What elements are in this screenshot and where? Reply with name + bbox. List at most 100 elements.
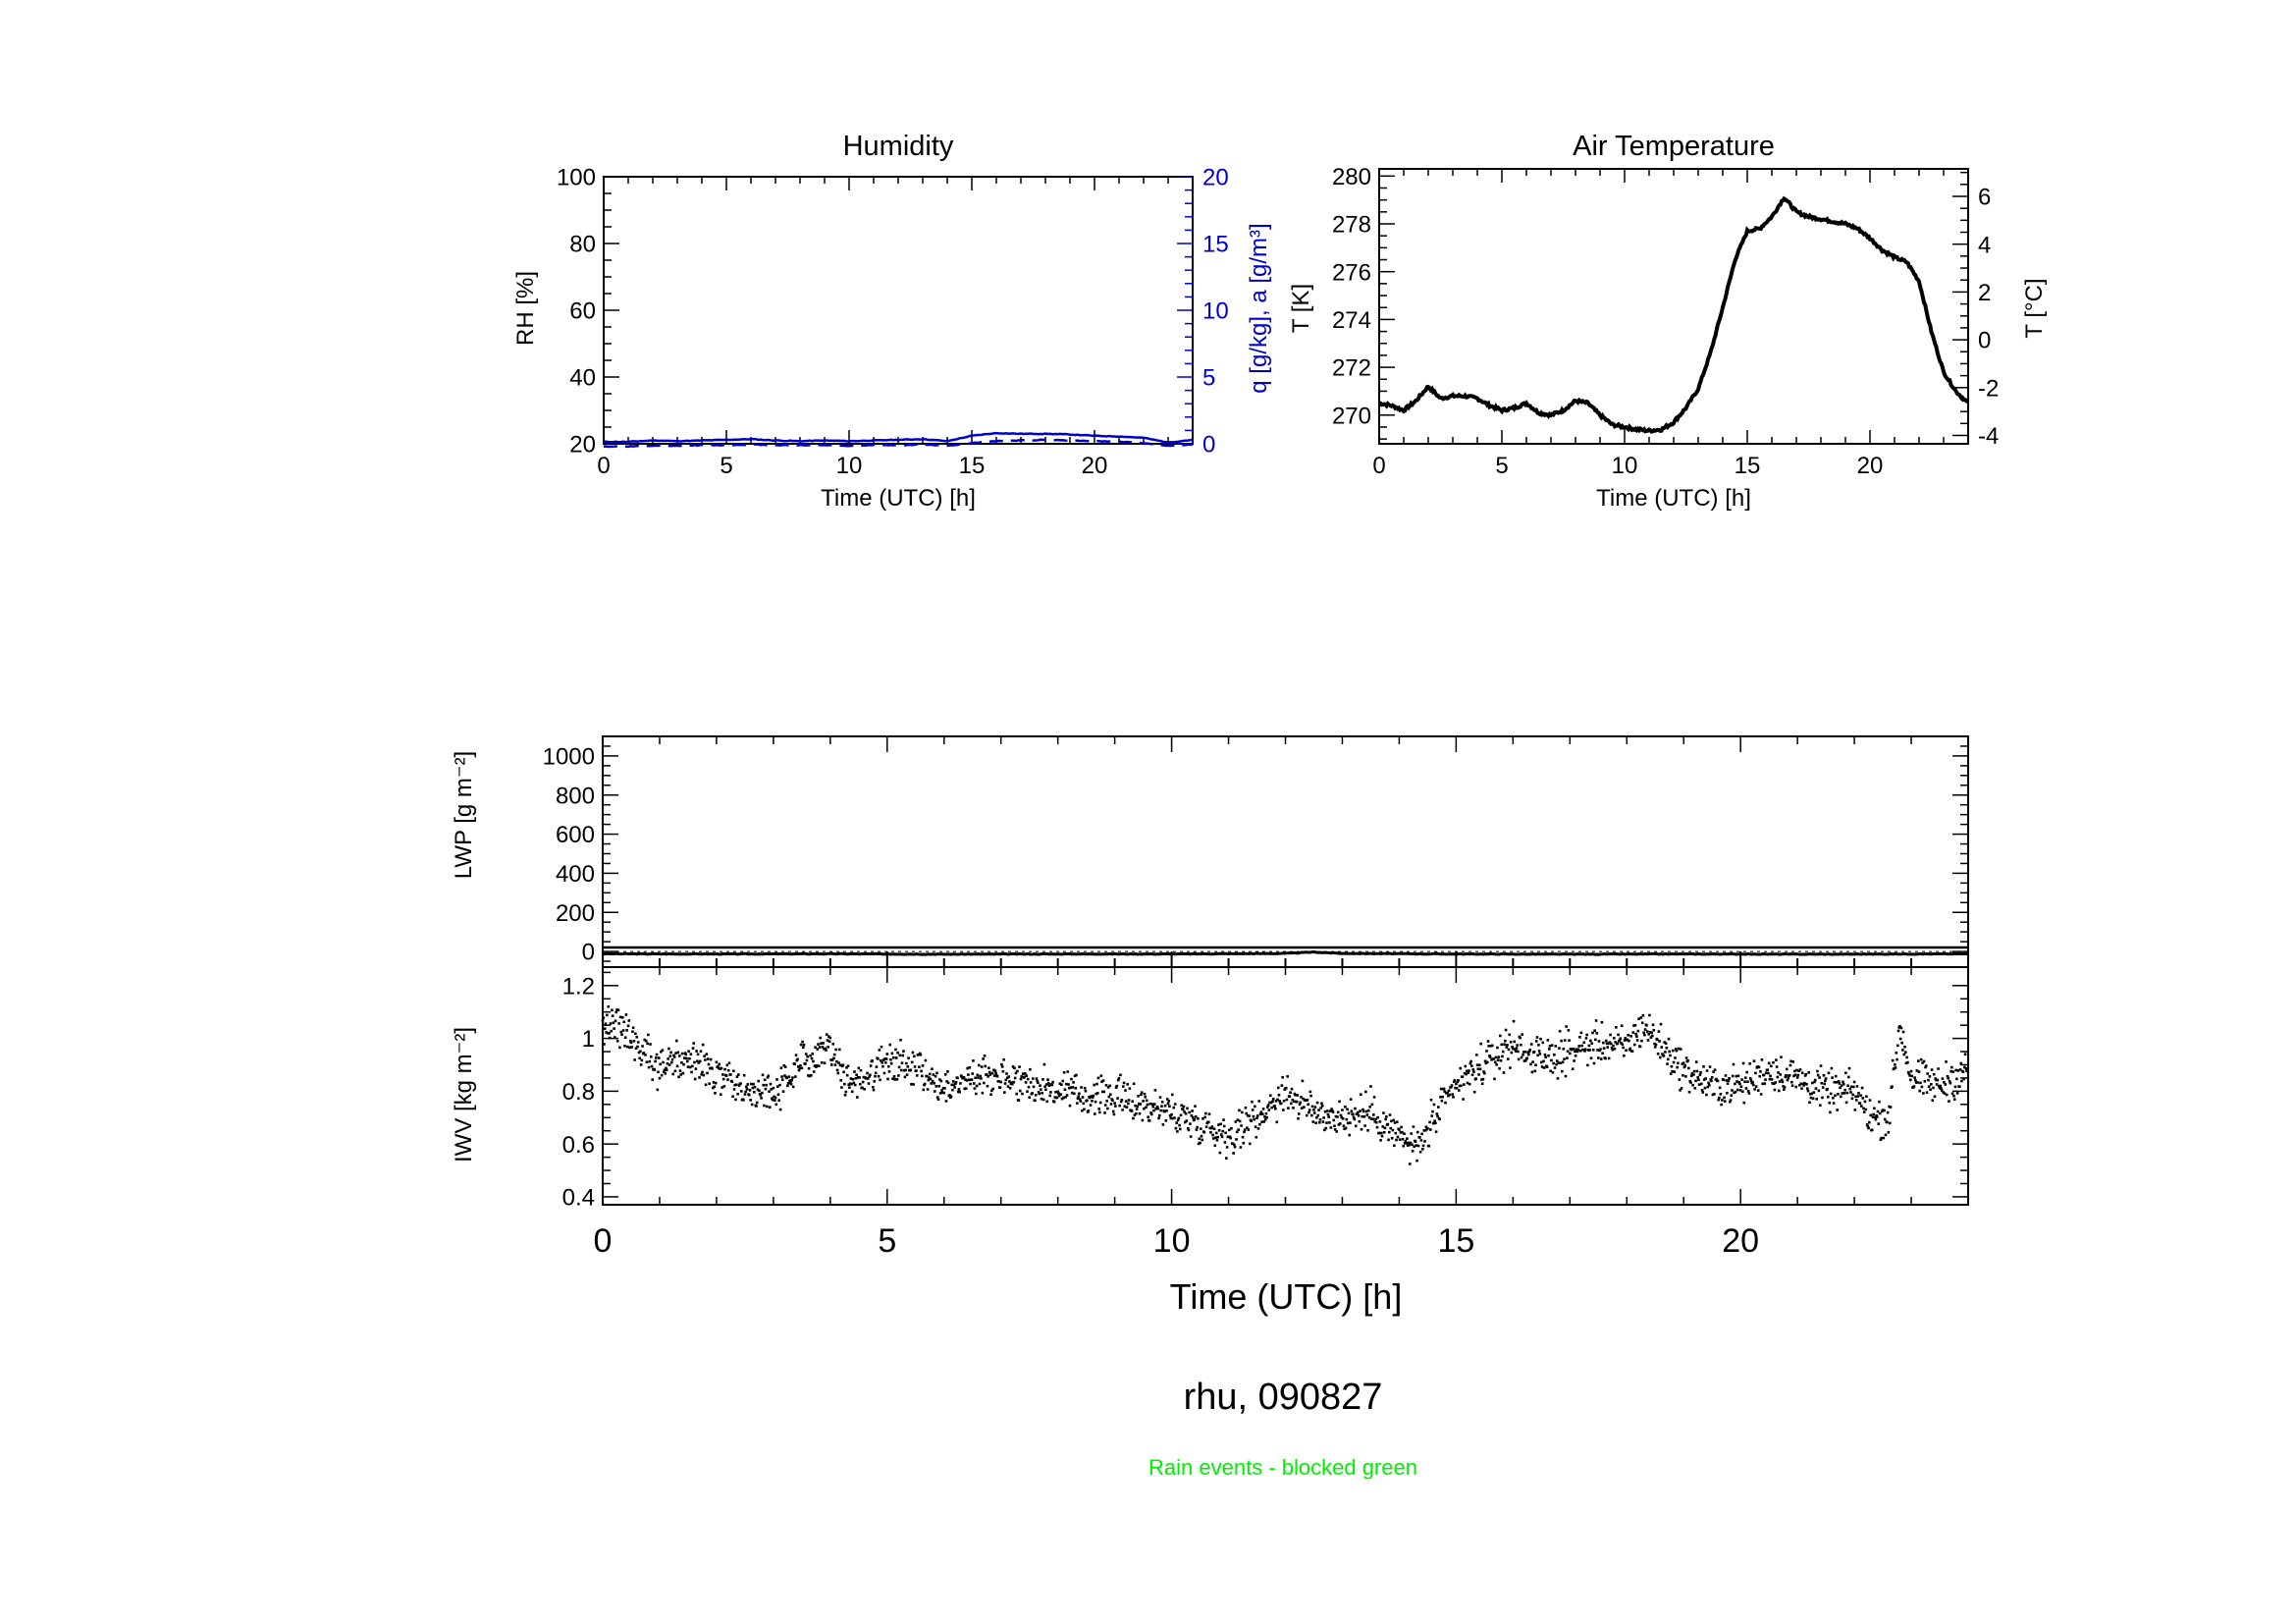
iwv-point [1152,1109,1155,1112]
iwv-point [1255,1135,1258,1139]
iwv-point [1866,1124,1870,1128]
iwv-point [1504,1039,1507,1043]
iwv-point [1328,1121,1331,1124]
iwv-point [1520,1043,1522,1047]
iwv-point [1132,1082,1136,1086]
iwv-point [1589,1056,1593,1060]
iwv-point [1829,1092,1833,1096]
iwv-point [768,1106,772,1109]
iwv-point [1169,1116,1173,1120]
iwv-point [1000,1062,1003,1066]
humidity-left-y-tick-label: 80 [569,232,596,258]
iwv-point [1429,1098,1433,1102]
iwv-point [1815,1098,1818,1101]
iwv-point [1167,1100,1170,1103]
iwv-point [606,1031,610,1035]
iwv-point [1509,1040,1513,1044]
iwv-point [1963,1065,1966,1069]
iwv-point [1542,1066,1546,1069]
iwv-point [1910,1074,1914,1078]
iwv-point [1361,1114,1364,1118]
iwv-point [807,1066,811,1070]
iwv-point [1524,1058,1527,1062]
iwv-point [1362,1114,1366,1118]
iwv-point [1264,1111,1268,1115]
iwv-point [1694,1060,1698,1063]
iwv-point [941,1086,945,1090]
iwv-point [882,1071,886,1075]
iwv-point [1376,1115,1379,1119]
iwv-point [1091,1100,1094,1103]
iwv-point [1455,1082,1458,1086]
iwv-point [1018,1089,1022,1093]
iwv-point [1352,1112,1355,1116]
iwv-point [1232,1152,1235,1155]
iwv-point [753,1091,756,1094]
iwv-point [1233,1145,1237,1149]
iwv-point [1545,1065,1549,1069]
iwv-point [681,1071,685,1075]
iwv-point [964,1078,967,1081]
iwv-point [1158,1096,1162,1099]
iwv-point [1156,1107,1160,1110]
iwv-point [1854,1099,1858,1102]
iwv-point [1901,1030,1905,1034]
iwv-point [1396,1135,1400,1139]
iwv-point [1495,1063,1498,1066]
iwv-point [906,1065,910,1068]
iwv-point [1599,1057,1603,1060]
iwv-point [625,1029,628,1032]
iwv-point [1212,1137,1215,1140]
iwv-point [748,1089,752,1092]
iwv-point [854,1076,858,1080]
iwv-point [1647,1033,1651,1036]
iwv-point [635,1035,639,1039]
air-temperature-right-y-tick-label: 6 [1978,185,1991,211]
iwv-point [1660,1046,1664,1049]
iwv-point [1338,1100,1341,1104]
iwv-point [1007,1075,1010,1078]
iwv-point [706,1071,709,1075]
iwv-point [1856,1095,1860,1098]
iwv-point [1037,1091,1041,1094]
iwv-point [1650,1031,1653,1035]
iwv-point [1595,1032,1599,1035]
iwv-point [889,1061,893,1065]
iwv-point [1803,1074,1807,1077]
iwv-point [1019,1077,1023,1081]
iwv-point [677,1055,681,1057]
iwv-point [811,1053,815,1055]
iwv-point [1106,1086,1110,1089]
iwv-point [1259,1110,1263,1113]
iwv-point [677,1075,680,1079]
air-temperature-left-y-tick-label: 278 [1332,212,1371,239]
iwv-point [922,1088,926,1092]
iwv-point [1263,1117,1267,1121]
iwv-point [1602,1047,1606,1050]
iwv-point [934,1074,937,1078]
iwv-point [1343,1127,1346,1131]
iwv-point [1616,1042,1620,1046]
iwv-point [1066,1070,1070,1073]
iwv-point [1724,1074,1728,1077]
iwv-point [1908,1074,1911,1077]
iwv-point [1044,1088,1047,1092]
iwv-point [1414,1140,1417,1143]
iwv-point [1032,1077,1035,1080]
iwv-point [1878,1111,1882,1115]
iwv-point [737,1073,740,1076]
humidity-title: Humidity [843,131,954,162]
iwv-point [1246,1126,1249,1129]
iwv-point [1350,1109,1354,1112]
iwv-point [989,1089,993,1093]
iwv-point [1790,1080,1793,1084]
iwv-point [1926,1072,1930,1075]
iwv-point [945,1080,948,1083]
iwv-point [1255,1114,1259,1117]
iwv-point [1478,1067,1482,1071]
iwv-point [980,1077,983,1080]
iwv-point [1696,1076,1699,1079]
iwv-point [1767,1071,1770,1075]
iwv-point [1798,1068,1802,1071]
iwv-point [705,1053,709,1055]
